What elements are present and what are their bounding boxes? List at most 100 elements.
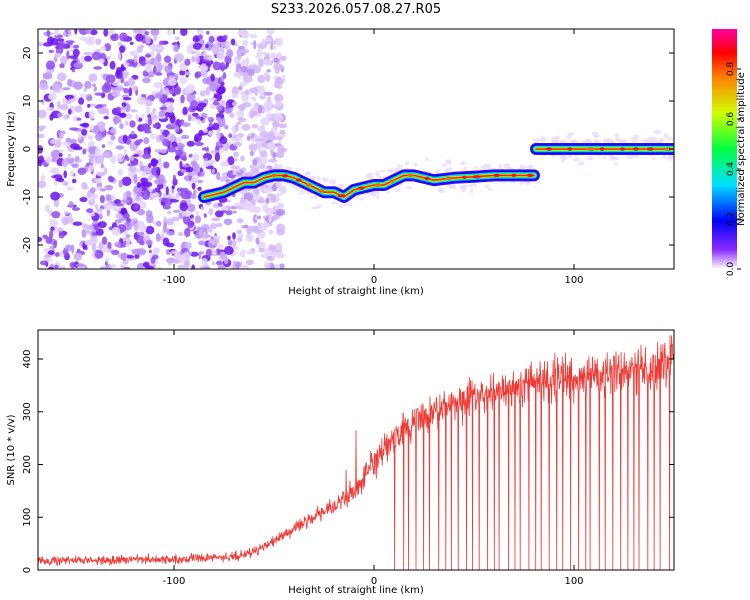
noise-blob xyxy=(122,62,130,67)
noise-blob xyxy=(74,105,83,113)
halo-blob xyxy=(470,188,474,194)
noise-blob xyxy=(166,231,176,236)
noise-blob xyxy=(133,223,139,232)
noise-blob xyxy=(145,64,152,73)
noise-blob xyxy=(46,29,51,37)
noise-blob xyxy=(260,117,270,126)
peak-blob xyxy=(633,147,639,151)
noise-blob xyxy=(249,34,258,39)
noise-blob xyxy=(251,199,256,206)
noise-blob xyxy=(273,121,280,128)
noise-blob xyxy=(132,85,139,92)
noise-blob xyxy=(180,190,190,200)
noise-blob xyxy=(131,160,139,166)
noise-blob xyxy=(58,40,66,50)
noise-blob xyxy=(277,144,285,153)
noise-blob xyxy=(180,134,190,140)
snr-series-line xyxy=(38,335,674,570)
noise-blob xyxy=(88,146,97,155)
peak-blob xyxy=(567,147,573,151)
noise-blob xyxy=(270,149,274,154)
halo-blob xyxy=(394,188,401,193)
y-tick-label: 200 xyxy=(22,455,33,474)
noise-blob xyxy=(106,56,111,60)
noise-blob xyxy=(121,199,130,203)
noise-blob xyxy=(249,150,254,157)
noise-blob xyxy=(208,97,217,101)
noise-blob xyxy=(95,133,102,138)
noise-blob xyxy=(148,163,152,168)
noise-blob xyxy=(94,92,104,96)
noise-blob xyxy=(230,165,241,170)
noise-blob xyxy=(105,194,111,202)
noise-blob xyxy=(219,251,226,260)
noise-blob xyxy=(234,202,244,207)
noise-blob xyxy=(70,170,75,177)
noise-blob xyxy=(130,109,138,113)
noise-blob xyxy=(104,184,114,191)
noise-blob xyxy=(110,194,116,200)
noise-blob xyxy=(202,160,210,168)
peak-blob xyxy=(472,175,481,179)
noise-blob xyxy=(48,49,55,54)
noise-blob xyxy=(233,71,241,78)
y-tick-label: 0 xyxy=(22,567,33,573)
peak-blob xyxy=(374,183,381,187)
noise-blob xyxy=(190,193,197,200)
halo-blob xyxy=(614,133,619,137)
noise-blob xyxy=(136,182,142,188)
noise-blob xyxy=(101,236,108,245)
noise-blob xyxy=(194,133,202,142)
noise-blob xyxy=(240,66,248,73)
noise-blob xyxy=(236,31,244,35)
noise-blob xyxy=(88,212,96,217)
noise-blob xyxy=(62,142,71,146)
noise-blob xyxy=(136,231,145,236)
noise-blob xyxy=(172,93,176,97)
noise-blob xyxy=(47,36,54,45)
halo-blob xyxy=(407,185,413,190)
noise-blob xyxy=(231,101,238,107)
noise-blob xyxy=(103,116,109,120)
halo-blob xyxy=(331,201,339,205)
noise-blob xyxy=(275,77,283,85)
halo-blob xyxy=(299,189,306,194)
halo-blob xyxy=(588,155,593,161)
halo-blob xyxy=(445,167,453,172)
halo-blob xyxy=(480,165,485,169)
peak-blob xyxy=(619,147,625,151)
halo-blob xyxy=(652,137,658,143)
noise-blob xyxy=(91,244,97,252)
noise-blob xyxy=(98,221,107,229)
noise-blob xyxy=(274,100,282,108)
noise-blob xyxy=(262,204,269,213)
noise-blob xyxy=(63,211,70,215)
noise-blob xyxy=(191,264,196,269)
noise-blob xyxy=(244,199,248,203)
halo-blob xyxy=(615,136,620,142)
noise-blob xyxy=(72,221,83,226)
noise-blob xyxy=(81,182,88,190)
noise-blob xyxy=(236,168,241,172)
noise-blob xyxy=(105,74,116,84)
noise-blob xyxy=(122,134,128,144)
noise-blob xyxy=(223,34,228,40)
halo-blob xyxy=(313,195,318,199)
noise-blob xyxy=(124,154,129,160)
noise-blob xyxy=(276,228,285,236)
noise-blob xyxy=(42,72,53,80)
noise-blob xyxy=(184,241,192,250)
noise-blob xyxy=(267,130,275,140)
noise-blob xyxy=(159,160,163,170)
halo-blob xyxy=(593,134,600,138)
noise-blob xyxy=(181,210,192,217)
noise-blob xyxy=(116,66,121,76)
noise-blob xyxy=(167,105,174,113)
noise-blob xyxy=(165,186,169,196)
noise-blob xyxy=(274,193,283,197)
noise-blob xyxy=(266,69,271,73)
noise-blob xyxy=(119,32,128,42)
noise-blob xyxy=(152,247,160,254)
noise-blob xyxy=(205,44,209,48)
noise-blob xyxy=(193,189,197,195)
